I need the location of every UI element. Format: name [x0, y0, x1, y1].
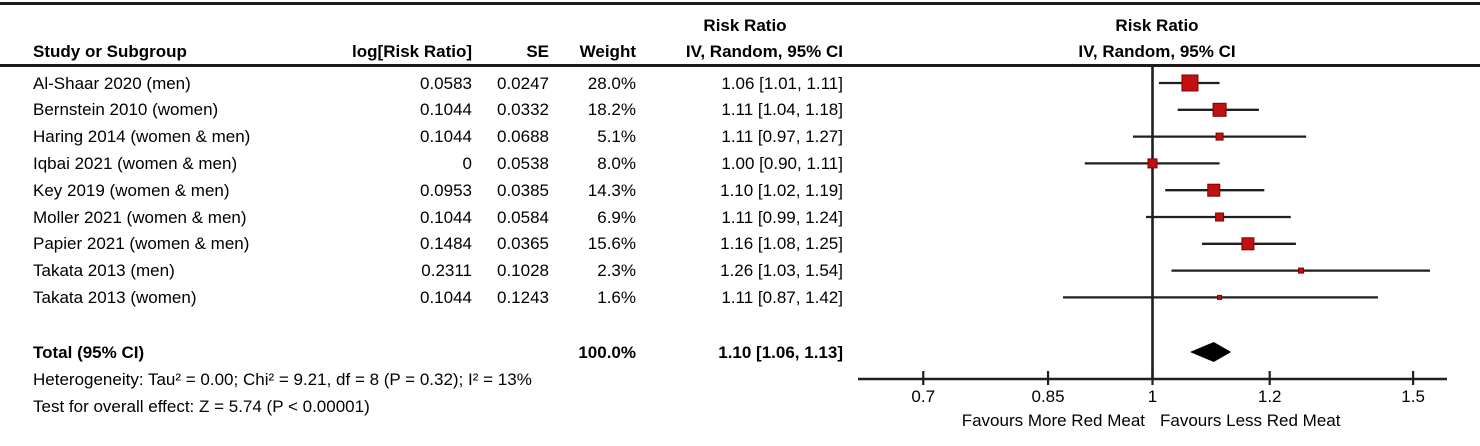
effect-square [1241, 237, 1255, 251]
study-name: Key 2019 (women & men) [33, 180, 230, 200]
effect-square [1181, 74, 1199, 92]
standard-error: 0.0538 [497, 153, 549, 173]
standard-error: 0.1028 [497, 261, 549, 281]
risk-ratio-ci-text: 1.11 [0.99, 1.24] [721, 207, 843, 227]
weight-value: 2.3% [597, 261, 636, 281]
top-border-line [0, 2, 1480, 5]
total-label: Total (95% CI) [33, 342, 145, 362]
standard-error: 0.0247 [497, 73, 549, 93]
risk-ratio-ci-text: 1.10 [1.02, 1.19] [720, 180, 843, 200]
column-header-se: SE [526, 42, 549, 61]
log-risk-ratio: 0.1044 [420, 127, 472, 147]
effect-square [1207, 183, 1221, 197]
log-risk-ratio: 0.1044 [420, 287, 472, 307]
axis-tick-label: 1.5 [1401, 387, 1425, 406]
risk-ratio-ci-text: 1.26 [1.03, 1.54] [720, 261, 843, 281]
study-row: Key 2019 (women & men) 0.0953 0.0385 14.3% 1… [0, 177, 1480, 204]
standard-error: 0.0385 [497, 180, 549, 200]
total-row: Total (95% CI) 100.0% 1.10 [1.06, 1.13] [0, 339, 1480, 366]
weight-value: 15.6% [587, 234, 636, 254]
study-row: Al-Shaar 2020 (men) 0.0583 0.0247 28.0% 1.06… [0, 70, 1480, 97]
standard-error: 0.1243 [497, 287, 549, 307]
risk-ratio-ci-text: 1.06 [1.01, 1.11] [721, 73, 843, 93]
effect-square [1147, 158, 1158, 169]
log-risk-ratio: 0.0583 [420, 73, 472, 93]
effect-square [1212, 102, 1227, 117]
header-underline [0, 64, 1480, 67]
study-name: Takata 2013 (men) [33, 261, 175, 281]
column-header-log-risk-ratio: log[Risk Ratio] [352, 42, 472, 61]
standard-error: 0.0584 [497, 207, 549, 227]
column-header-risk-ratio-text: Risk Ratio [703, 16, 787, 35]
risk-ratio-ci-text: 1.11 [1.04, 1.18] [721, 100, 843, 120]
overall-effect-text: Test for overall effect: Z = 5.74 (P < 0… [33, 397, 370, 416]
study-row: Takata 2013 (men) 0.2311 0.1028 2.3% 1.26 [1… [0, 257, 1480, 284]
effect-square [1215, 132, 1224, 141]
axis-tick-label: 0.7 [911, 387, 936, 406]
weight-value: 5.1% [597, 127, 636, 147]
study-row: Bernstein 2010 (women) 0.1044 0.0332 18.2% 1… [0, 96, 1480, 123]
effect-square [1298, 267, 1305, 274]
risk-ratio-ci-text: 1.11 [0.97, 1.27] [721, 127, 843, 147]
standard-error: 0.0365 [497, 234, 549, 254]
column-header-ci-text: IV, Random, 95% CI [685, 42, 843, 61]
favours-left-label: Favours More Red Meat [961, 411, 1145, 430]
total-ci-text: 1.10 [1.06, 1.13] [718, 342, 843, 362]
risk-ratio-ci-text: 1.16 [1.08, 1.25] [720, 234, 843, 254]
log-risk-ratio: 0.1484 [420, 234, 472, 254]
favours-right-label: Favours Less Red Meat [1160, 411, 1341, 430]
study-name: Moller 2021 (women & men) [33, 207, 247, 227]
heterogeneity-text: Heterogeneity: Tau² = 0.00; Chi² = 9.21,… [33, 370, 532, 389]
axis-tick-label: 0.85 [1031, 387, 1065, 406]
weight-value: 6.9% [597, 207, 636, 227]
study-name: Iqbai 2021 (women & men) [33, 153, 238, 173]
column-header-study: Study or Subgroup [33, 42, 187, 61]
plot-header-risk-ratio: Risk Ratio [1115, 16, 1199, 35]
study-name: Haring 2014 (women & men) [33, 127, 251, 147]
study-row: Papier 2021 (women & men) 0.1484 0.0365 15.… [0, 230, 1480, 257]
plot-header-iv-random-ci: IV, Random, 95% CI [1078, 42, 1236, 61]
weight-value: 14.3% [587, 180, 636, 200]
log-risk-ratio: 0.1044 [420, 100, 472, 120]
risk-ratio-ci-text: 1.00 [0.90, 1.11] [721, 153, 843, 173]
study-name: Bernstein 2010 (women) [33, 100, 219, 120]
risk-ratio-ci-text: 1.11 [0.87, 1.42] [721, 287, 843, 307]
study-row: Haring 2014 (women & men) 0.1044 0.0688 5.1… [0, 123, 1480, 150]
axis-tick-label: 1.2 [1257, 387, 1282, 406]
study-name: Papier 2021 (women & men) [33, 234, 250, 254]
weight-value: 28.0% [587, 73, 636, 93]
weight-value: 18.2% [587, 100, 636, 120]
study-row: Iqbai 2021 (women & men) 0 0.0538 8.0% 1.00 … [0, 150, 1480, 177]
column-header-weight: Weight [579, 42, 636, 61]
weight-value: 8.0% [597, 153, 636, 173]
study-name: Takata 2013 (women) [33, 287, 197, 307]
effect-square [1215, 212, 1225, 222]
standard-error: 0.0688 [497, 127, 549, 147]
study-row: Takata 2013 (women) 0.1044 0.1243 1.6% 1.11 … [0, 284, 1480, 311]
study-row: Moller 2021 (women & men) 0.1044 0.0584 6.9… [0, 204, 1480, 231]
effect-square [1217, 294, 1223, 300]
log-risk-ratio: 0.0953 [420, 180, 472, 200]
log-risk-ratio: 0 [462, 153, 472, 173]
log-risk-ratio: 0.2311 [421, 261, 472, 281]
standard-error: 0.0332 [497, 100, 549, 120]
axis-tick-label: 1 [1147, 387, 1158, 406]
total-diamond [1189, 342, 1232, 362]
weight-value: 1.6% [597, 287, 636, 307]
total-weight: 100.0% [578, 342, 636, 362]
log-risk-ratio: 0.1044 [420, 207, 472, 227]
study-name: Al-Shaar 2020 (men) [33, 73, 191, 93]
